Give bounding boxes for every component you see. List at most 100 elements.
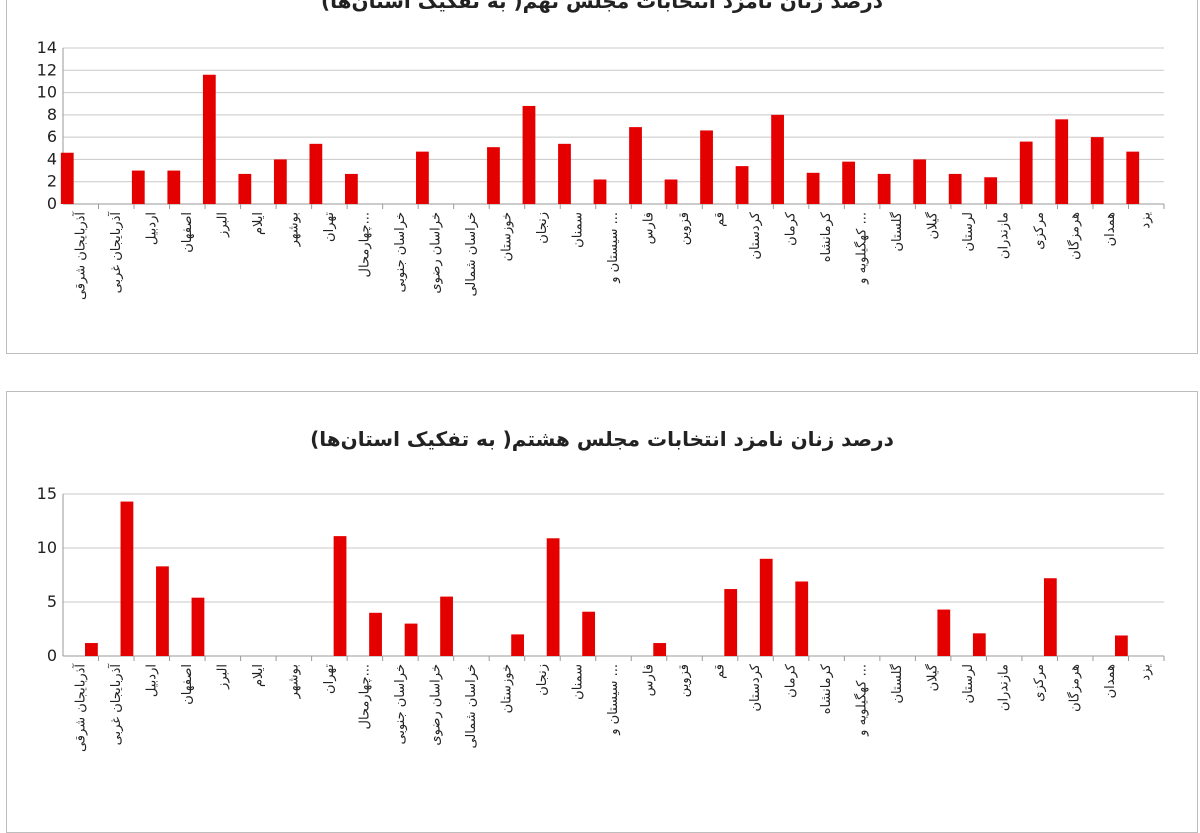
category-label: زنجان [535, 664, 550, 696]
category-label: ایلام [251, 664, 266, 687]
category-label: ایلام [251, 212, 266, 235]
category-label: سمنان [570, 212, 585, 248]
category-label: خراسان رضوی [428, 212, 443, 294]
category-label: کردستان [748, 211, 763, 259]
category-label: خراسان شمالی [464, 664, 479, 749]
category-label: مازندران [997, 664, 1012, 711]
category-label: قم [713, 212, 728, 227]
bar [85, 643, 98, 656]
category-label: سمنان [570, 664, 585, 700]
category-label: خوزستان [499, 664, 514, 713]
chart-title: درصد زنان نامزد انتخابات مجلس هشتم( به ت… [310, 427, 894, 451]
bar [404, 623, 418, 656]
y-tick-label: 10 [37, 538, 57, 557]
bar [664, 179, 678, 204]
category-label: کرمانشاه [819, 211, 834, 262]
category-label: لرستان [961, 664, 976, 703]
category-label: خراسان رضوی [428, 664, 443, 746]
bar [735, 166, 749, 204]
bar [1114, 635, 1128, 656]
category-label: همدان [1103, 664, 1118, 698]
bar [344, 173, 358, 204]
category-label: گلستان [889, 211, 905, 251]
category-label: خوزستان [499, 212, 514, 261]
bar-chart-9th: 0 2 4 6 8 10 12 14 آذربایجان شرقی آذربایجان غربی ا… [37, 38, 1165, 300]
category-label: کرمانشاه [819, 663, 834, 714]
bar [309, 143, 323, 204]
chart-panel-9th: درصد زنان نامزد انتخابات مجلس نهم( به تف… [6, 0, 1198, 354]
bar [771, 114, 784, 204]
bar [724, 589, 738, 656]
bar [759, 558, 773, 656]
bar [546, 538, 560, 656]
category-label: کرمان [784, 663, 799, 698]
category-label: اصفهان [180, 212, 195, 253]
bar [511, 634, 524, 656]
category-label: مرکزی [1032, 664, 1047, 702]
category-label: آذربایجان شرقی [71, 663, 88, 752]
bar [60, 152, 74, 204]
category-label: بوشهر [286, 664, 301, 699]
category-label: گلستان [889, 663, 905, 703]
category-label: یزد [1139, 664, 1154, 681]
category-label: چهارمحال... [357, 212, 372, 277]
bar [795, 581, 809, 656]
category-label: کهگیلویه و ... [854, 664, 870, 737]
category-label: لرستان [961, 212, 976, 251]
category-label: کهگیلویه و ... [854, 212, 870, 285]
category-label: خراسان شمالی [464, 212, 479, 297]
category-label: سیستان و ... [606, 212, 621, 284]
bar [877, 173, 891, 204]
category-label: مازندران [997, 212, 1012, 259]
y-tick-label: 0 [47, 646, 57, 665]
bar [1019, 141, 1033, 204]
bar [593, 179, 607, 204]
bar [1126, 151, 1140, 204]
category-label: بوشهر [286, 212, 301, 247]
category-label: آذربایجان غربی [107, 663, 124, 746]
category-label: هرمزگان [1067, 212, 1083, 260]
category-label: کردستان [748, 663, 763, 711]
bar [416, 151, 429, 204]
category-label: خراسان جنوبی [393, 212, 408, 292]
bar [202, 74, 216, 204]
bar [487, 147, 500, 204]
y-tick-label: 10 [37, 83, 57, 102]
bar [238, 173, 252, 204]
y-tick-label: 5 [47, 592, 57, 611]
bar [842, 161, 856, 204]
bar [191, 597, 205, 656]
category-label: تهران [322, 212, 337, 242]
bar [440, 596, 453, 656]
bar [913, 159, 927, 204]
y-tick-label: 15 [37, 484, 57, 503]
bar [273, 159, 287, 204]
category-label: اردبیل [144, 664, 159, 697]
bar [700, 130, 713, 204]
bar [369, 612, 382, 656]
category-label: قم [713, 664, 728, 679]
bar [984, 177, 998, 204]
category-label: قزوین [677, 212, 692, 245]
chart-panel-8th: درصد زنان نامزد انتخابات مجلس هشتم( به ت… [6, 391, 1198, 833]
y-tick-label: 14 [37, 38, 57, 57]
bar [937, 609, 951, 656]
category-label: مرکزی [1032, 212, 1047, 250]
category-label: اردبیل [144, 212, 159, 245]
bar [653, 643, 667, 656]
bar [131, 170, 145, 204]
category-label: البرز [215, 212, 230, 238]
category-label: تهران [322, 664, 337, 694]
chart-title: درصد زنان نامزد انتخابات مجلس نهم( به تف… [320, 0, 883, 13]
bar [948, 173, 962, 204]
category-label: یزد [1139, 212, 1154, 229]
bar [333, 536, 347, 656]
y-tick-label: 8 [47, 105, 57, 124]
bar-chart-8th: 0 5 10 15 آذربایجان شرقی آذربایجان غربی اردبیل… [37, 484, 1165, 752]
category-label: چهارمحال... [357, 664, 372, 729]
category-label: گیلان [925, 211, 941, 239]
y-tick-label: 2 [47, 172, 57, 191]
bar [629, 127, 642, 204]
category-label: فارس [642, 664, 657, 696]
category-label: زنجان [535, 212, 550, 244]
